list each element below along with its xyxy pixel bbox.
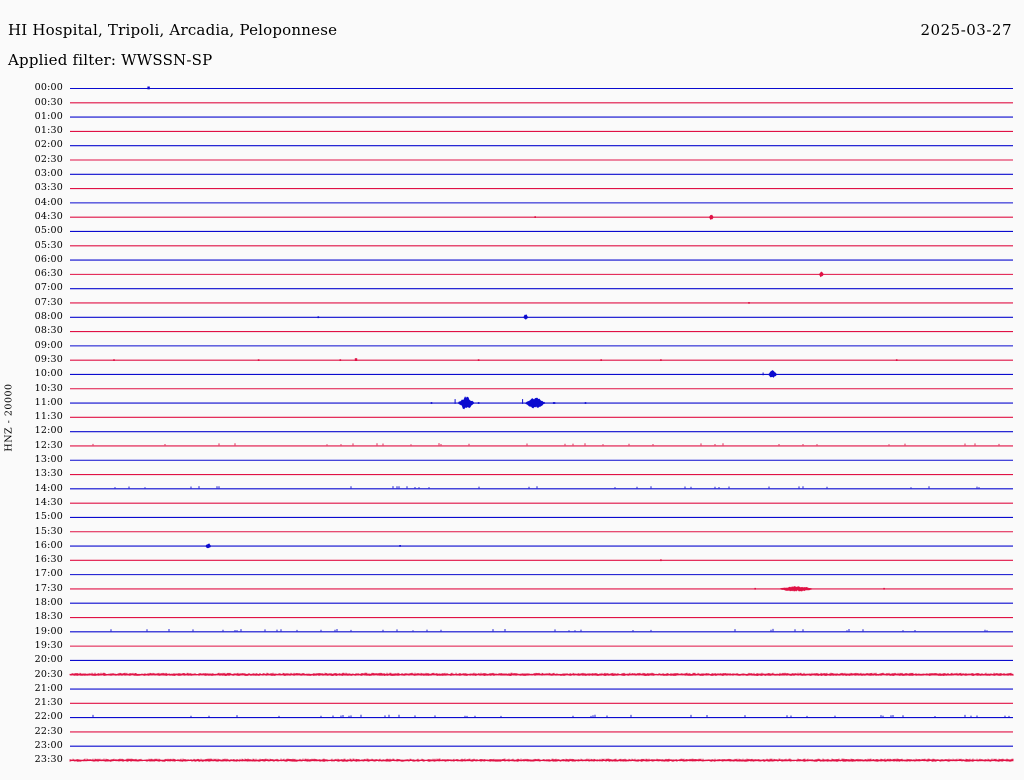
trace-time-label: 01:30 — [34, 125, 63, 137]
trace-time-label: 19:00 — [34, 625, 63, 637]
trace-row — [70, 486, 1013, 490]
page-title: HI Hospital, Tripoli, Arcadia, Peloponne… — [8, 21, 338, 39]
trace-time-label: 16:00 — [34, 539, 63, 551]
applied-filter-label: Applied filter: WWSSN-SP — [8, 51, 213, 69]
trace-time-label: 19:30 — [34, 639, 63, 651]
trace-time-label: 23:00 — [34, 740, 63, 751]
trace-time-label: 11:00 — [34, 396, 63, 408]
trace-time-label: 23:30 — [34, 754, 63, 766]
trace-time-label: 09:00 — [34, 339, 63, 351]
trace-row — [70, 86, 1013, 90]
trace-time-label: 13:30 — [34, 468, 63, 480]
trace-row — [70, 443, 1013, 447]
trace-time-label: 14:00 — [34, 482, 63, 494]
trace-time-label: 01:00 — [34, 110, 63, 122]
trace-row — [70, 559, 1013, 562]
trace-time-label: 00:30 — [34, 96, 63, 108]
trace-time-label: 22:30 — [34, 725, 63, 737]
trace-time-label: 08:00 — [34, 311, 63, 323]
trace-row — [70, 628, 1013, 633]
trace-time-label: 04:30 — [34, 210, 63, 222]
trace-time-label: 07:00 — [34, 282, 63, 294]
trace-time-label: 12:30 — [34, 439, 63, 451]
trace-time-label: 08:30 — [34, 325, 63, 337]
trace-row — [70, 714, 1013, 719]
trace-row — [70, 314, 1013, 320]
trace-time-label: 15:00 — [34, 511, 63, 523]
trace-time-label: 21:00 — [34, 682, 63, 694]
trace-row — [70, 396, 1013, 410]
trace-time-label: 12:00 — [34, 425, 63, 437]
trace-time-label: 06:00 — [34, 253, 63, 265]
trace-row — [70, 214, 1013, 221]
trace-row — [70, 586, 1013, 592]
trace-row — [70, 543, 1013, 549]
trace-row — [70, 271, 1013, 278]
trace-time-label: 20:00 — [34, 654, 63, 666]
trace-time-label: 05:00 — [34, 225, 63, 237]
trace-time-label: 04:00 — [34, 196, 63, 208]
trace-row — [70, 358, 1013, 361]
trace-time-label: 05:30 — [34, 239, 63, 251]
trace-row — [69, 758, 1014, 762]
trace-time-label: 15:30 — [34, 525, 63, 537]
trace-time-label: 09:30 — [34, 353, 63, 365]
trace-time-label: 16:30 — [34, 554, 63, 566]
trace-time-label: 13:00 — [34, 454, 63, 466]
trace-time-label: 10:00 — [34, 368, 63, 380]
trace-time-label: 07:30 — [34, 296, 63, 308]
trace-row — [69, 672, 1014, 676]
trace-row — [70, 370, 1013, 378]
trace-time-label: 10:30 — [34, 382, 63, 394]
trace-time-label: 18:00 — [34, 597, 63, 609]
trace-time-label: 02:30 — [34, 153, 63, 165]
trace-row — [70, 302, 1013, 304]
trace-time-label: 00:00 — [34, 82, 63, 94]
trace-time-label: 06:30 — [34, 268, 63, 280]
trace-time-label: 11:30 — [34, 411, 63, 423]
trace-time-label: 03:00 — [34, 168, 63, 180]
trace-time-label: 17:30 — [34, 582, 63, 594]
trace-time-label: 18:30 — [34, 611, 63, 623]
trace-time-label: 03:30 — [34, 182, 63, 194]
trace-time-label: 02:00 — [34, 139, 63, 151]
trace-time-label: 22:00 — [34, 711, 63, 723]
trace-time-label: 14:30 — [34, 496, 63, 508]
trace-time-label: 21:30 — [34, 697, 63, 709]
trace-time-label: 20:30 — [34, 668, 63, 680]
trace-time-label: 17:00 — [34, 568, 63, 580]
date-label: 2025-03-27 — [920, 21, 1012, 39]
